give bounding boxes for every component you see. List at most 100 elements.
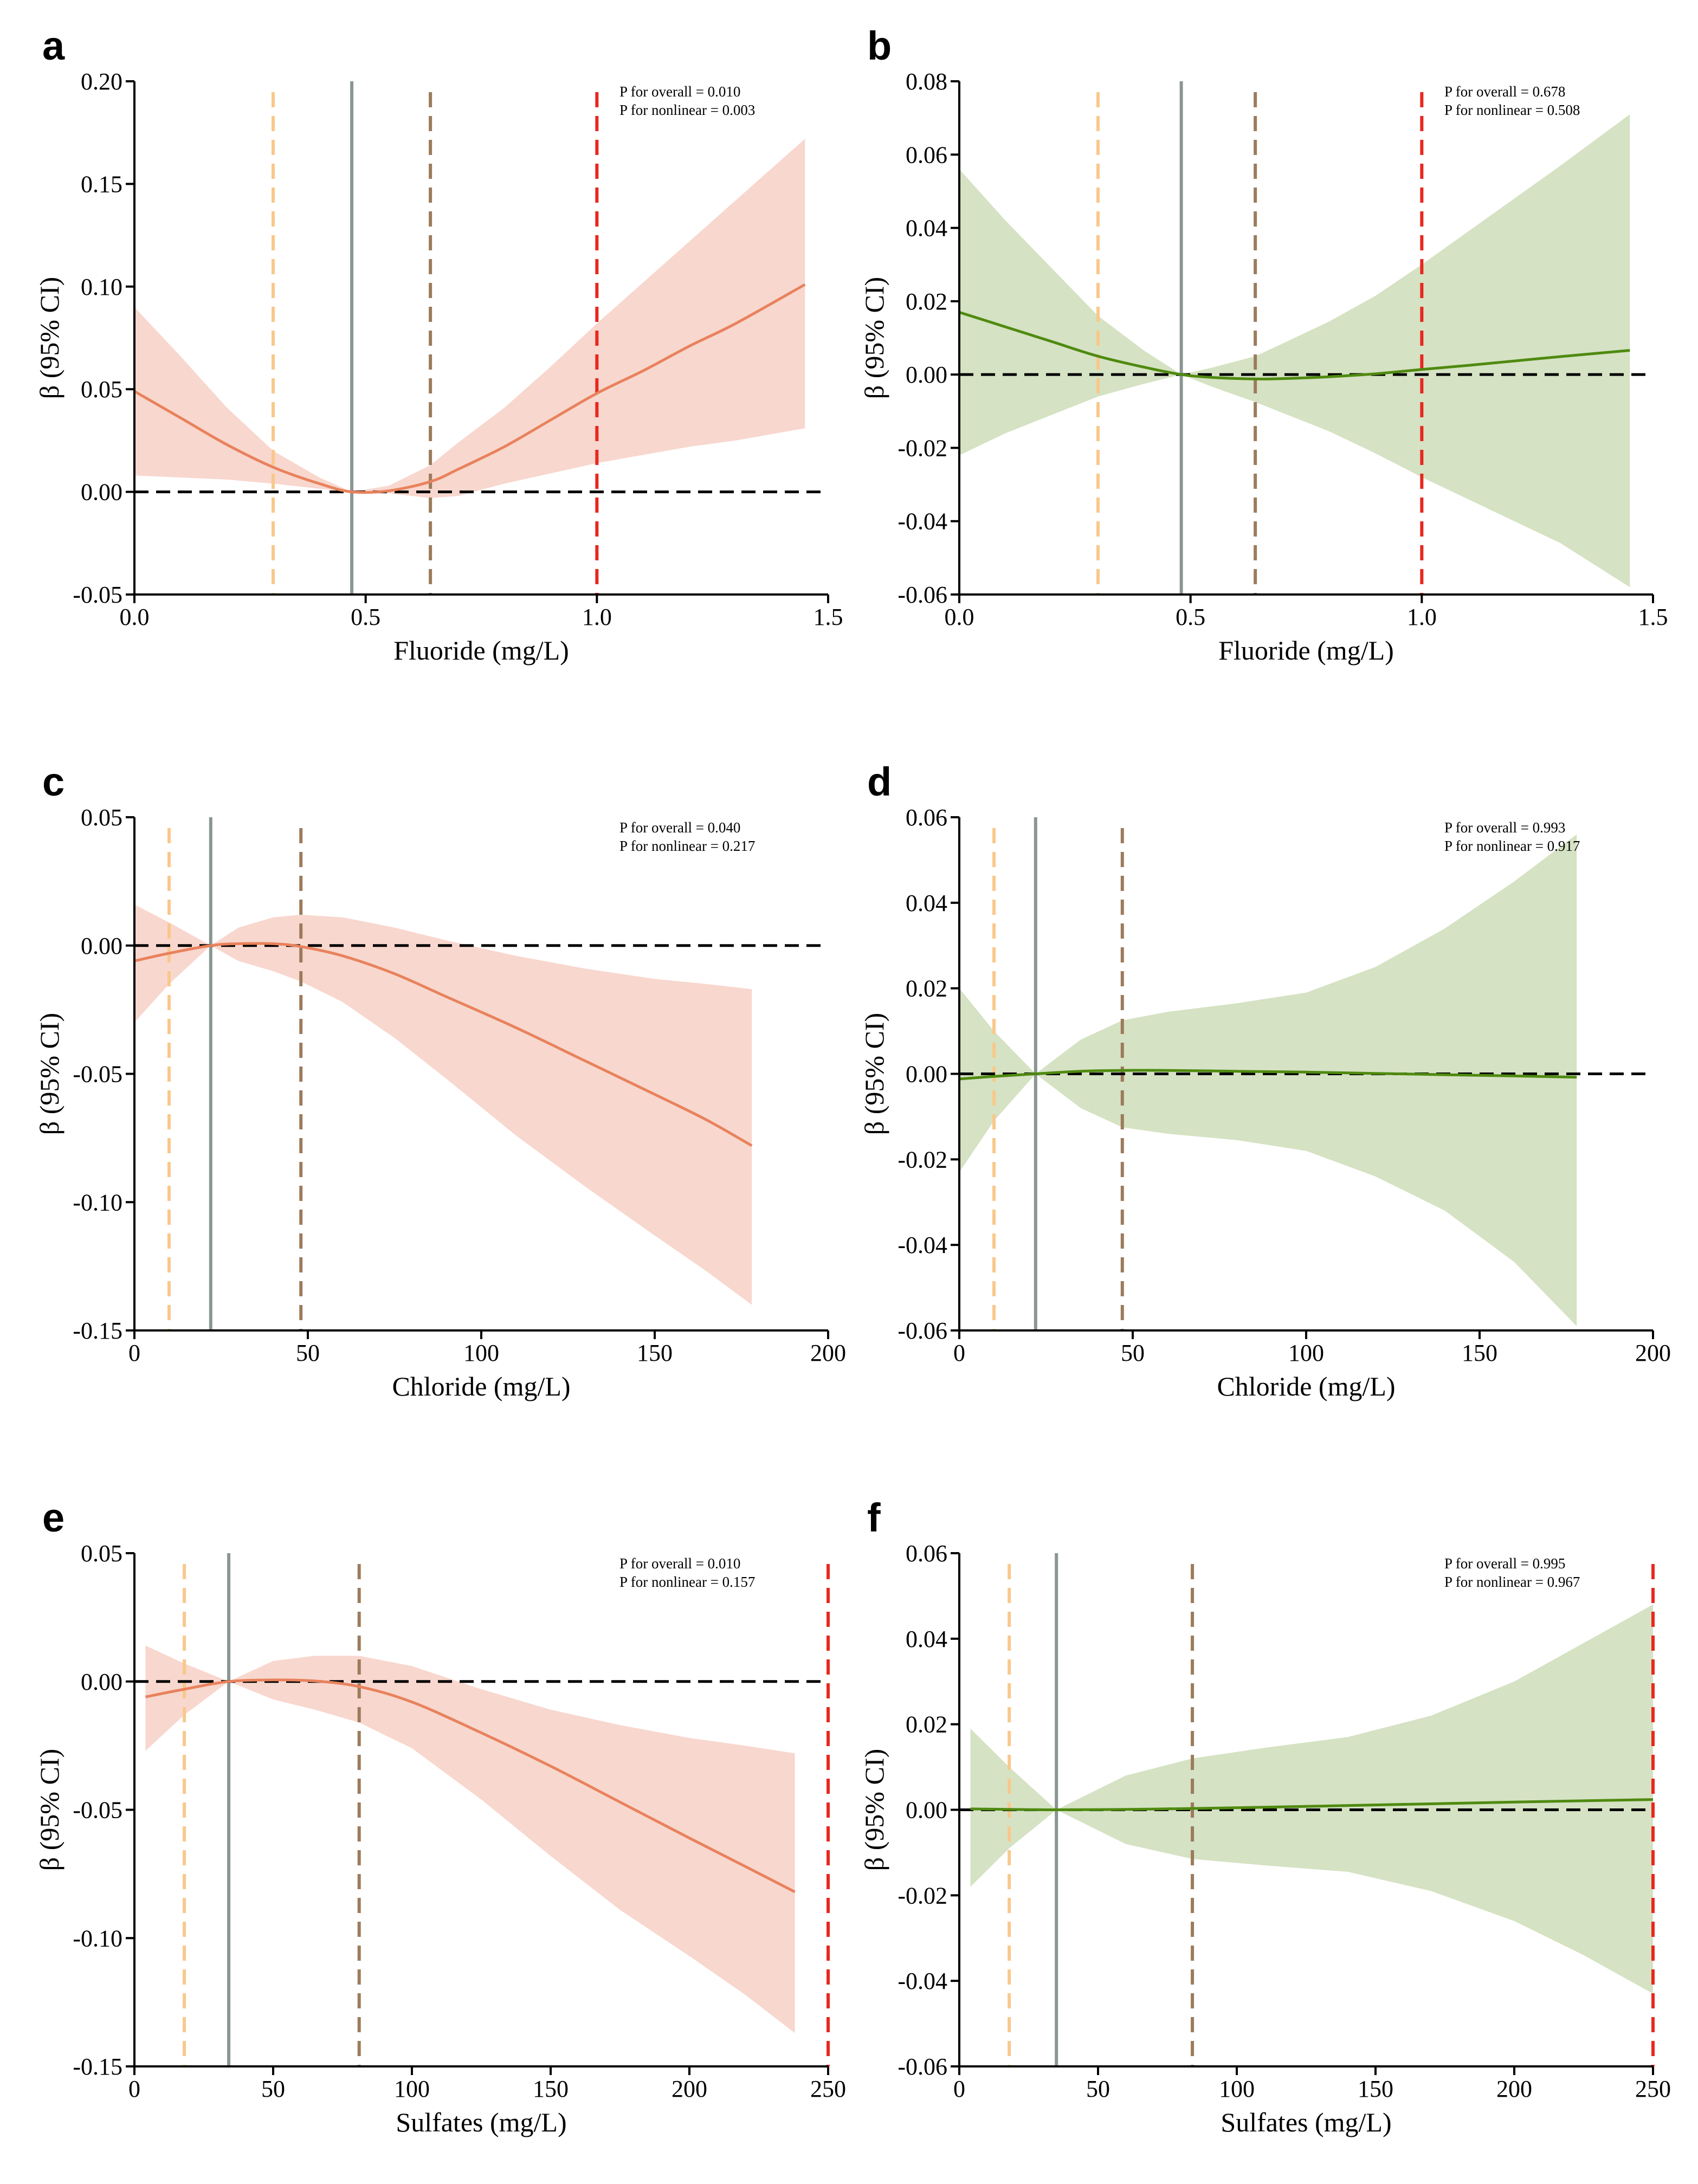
y-tick-label: -0.10 xyxy=(73,1925,122,1952)
y-tick-label: -0.05 xyxy=(73,581,122,608)
y-tick-label: 0.04 xyxy=(906,1626,947,1652)
p-nonlinear: P for nonlinear = 0.217 xyxy=(619,838,755,854)
x-tick-label: 0 xyxy=(953,2076,965,2102)
y-axis-label: β (95% CI) xyxy=(34,277,64,399)
x-tick-label: 100 xyxy=(394,2076,430,2102)
estimate-line xyxy=(970,1798,1654,1812)
y-tick-label: 0.06 xyxy=(906,141,947,168)
panel-letter: d xyxy=(867,759,892,804)
x-tick-label: 200 xyxy=(1635,1340,1671,1366)
y-tick-label: 0.04 xyxy=(906,890,947,916)
panel-a: -0.05 0.00 0.05 0.10 0.15 0.20 0.0 0.5 1.0 1.5 Flu… xyxy=(34,23,843,665)
x-axis-label: Fluoride (mg/L) xyxy=(393,635,569,665)
x-axis-label: Sulfates (mg/L) xyxy=(396,2107,566,2137)
p-overall: P for overall = 0.995 xyxy=(1444,1555,1565,1572)
x-tick-label: 0 xyxy=(128,2076,140,2102)
estimate-line xyxy=(145,1678,796,1894)
x-tick-label: 0 xyxy=(953,1340,965,1366)
x-tick-label: 1.0 xyxy=(1407,604,1437,630)
y-tick-label: 0.00 xyxy=(906,1061,947,1088)
x-tick-label: 150 xyxy=(637,1340,673,1366)
x-tick-label: 0.0 xyxy=(945,604,974,630)
y-tick-label: 0.05 xyxy=(81,1540,122,1567)
panel-c: -0.15 -0.10 -0.05 0.00 0.05 0 50 100 150 200 Chlor… xyxy=(34,759,846,1401)
y-tick-label: 0.06 xyxy=(906,1540,947,1567)
x-tick-label: 100 xyxy=(463,1340,499,1366)
x-tick-label: 200 xyxy=(1496,2076,1532,2102)
y-tick-label: 0.10 xyxy=(81,274,122,300)
x-tick-label: 1.5 xyxy=(814,604,843,630)
confidence-band xyxy=(134,139,805,499)
p-nonlinear: P for nonlinear = 0.003 xyxy=(619,102,755,118)
panel-letter: b xyxy=(867,23,892,68)
y-tick-label: 0.00 xyxy=(81,933,122,959)
y-tick-label: -0.05 xyxy=(73,1061,122,1088)
x-tick-label: 150 xyxy=(533,2076,569,2102)
p-overall: P for overall = 0.010 xyxy=(619,83,740,100)
y-tick-label: -0.02 xyxy=(898,1146,947,1173)
y-tick-label: -0.15 xyxy=(73,2053,122,2080)
panel-letter: a xyxy=(42,23,65,68)
estimate-line xyxy=(959,311,1630,380)
y-tick-label: 0.06 xyxy=(906,804,947,831)
y-tick-label: 0.00 xyxy=(906,1797,947,1824)
confidence-band xyxy=(959,114,1630,587)
x-axis-label: Sulfates (mg/L) xyxy=(1221,2107,1391,2137)
estimate-line xyxy=(959,1069,1577,1081)
panel-letter: e xyxy=(42,1495,64,1540)
x-axis-label: Chloride (mg/L) xyxy=(1217,1371,1395,1401)
y-axis-label: β (95% CI) xyxy=(859,277,889,399)
y-tick-label: 0.05 xyxy=(81,376,122,403)
y-axis-label: β (95% CI) xyxy=(859,1749,889,1871)
x-tick-label: 0.5 xyxy=(351,604,380,630)
x-tick-label: 50 xyxy=(296,1340,320,1366)
p-nonlinear: P for nonlinear = 0.157 xyxy=(619,1574,755,1590)
y-tick-label: 0.04 xyxy=(906,215,947,242)
x-tick-label: 0 xyxy=(128,1340,140,1366)
p-overall: P for overall = 0.010 xyxy=(619,1555,740,1572)
y-tick-label: 0.05 xyxy=(81,804,122,831)
panel-f: -0.06 -0.04 -0.02 0.00 0.02 0.04 0.06 0 50 100 150… xyxy=(859,1495,1671,2137)
y-tick-label: -0.02 xyxy=(898,435,947,461)
y-tick-label: 0.00 xyxy=(81,1669,122,1695)
confidence-band xyxy=(134,904,752,1305)
y-tick-label: -0.02 xyxy=(898,1882,947,1909)
panel-letter: c xyxy=(42,759,64,804)
p-nonlinear: P for nonlinear = 0.917 xyxy=(1444,838,1580,854)
x-axis-label: Fluoride (mg/L) xyxy=(1218,635,1394,665)
x-tick-label: 0.5 xyxy=(1176,604,1205,630)
panel-letter: f xyxy=(867,1495,881,1540)
x-tick-label: 150 xyxy=(1358,2076,1393,2102)
y-tick-label: -0.04 xyxy=(898,1968,947,1994)
x-tick-label: 1.0 xyxy=(582,604,612,630)
p-overall: P for overall = 0.040 xyxy=(619,819,740,836)
estimate-line xyxy=(133,283,806,494)
x-tick-label: 250 xyxy=(810,2076,846,2102)
y-tick-label: 0.00 xyxy=(81,479,122,506)
y-tick-label: -0.15 xyxy=(73,1317,122,1344)
y-tick-label: -0.06 xyxy=(898,581,947,608)
y-tick-label: -0.05 xyxy=(73,1797,122,1824)
y-tick-label: -0.10 xyxy=(73,1189,122,1216)
panel-b: -0.06 -0.04 -0.02 0.00 0.02 0.04 0.06 0.08 0.0 0.… xyxy=(859,23,1668,665)
p-nonlinear: P for nonlinear = 0.508 xyxy=(1444,102,1580,118)
p-nonlinear: P for nonlinear = 0.967 xyxy=(1444,1574,1580,1590)
x-tick-label: 250 xyxy=(1635,2076,1671,2102)
y-tick-label: 0.02 xyxy=(906,975,947,1002)
x-tick-label: 50 xyxy=(261,2076,285,2102)
x-tick-label: 100 xyxy=(1288,1340,1324,1366)
y-axis-label: β (95% CI) xyxy=(34,1749,64,1871)
y-tick-label: 0.00 xyxy=(906,361,947,388)
estimate-line xyxy=(134,942,753,1147)
y-tick-label: -0.06 xyxy=(898,1317,947,1344)
y-tick-label: -0.06 xyxy=(898,2053,947,2080)
x-tick-label: 150 xyxy=(1462,1340,1497,1366)
y-axis-label: β (95% CI) xyxy=(34,1013,64,1135)
y-tick-label: -0.04 xyxy=(898,1232,947,1258)
y-tick-label: 0.08 xyxy=(906,68,947,95)
x-axis-label: Chloride (mg/L) xyxy=(392,1371,570,1401)
x-tick-label: 50 xyxy=(1086,2076,1110,2102)
y-axis-label: β (95% CI) xyxy=(859,1013,889,1135)
y-tick-label: 0.02 xyxy=(906,1711,947,1738)
